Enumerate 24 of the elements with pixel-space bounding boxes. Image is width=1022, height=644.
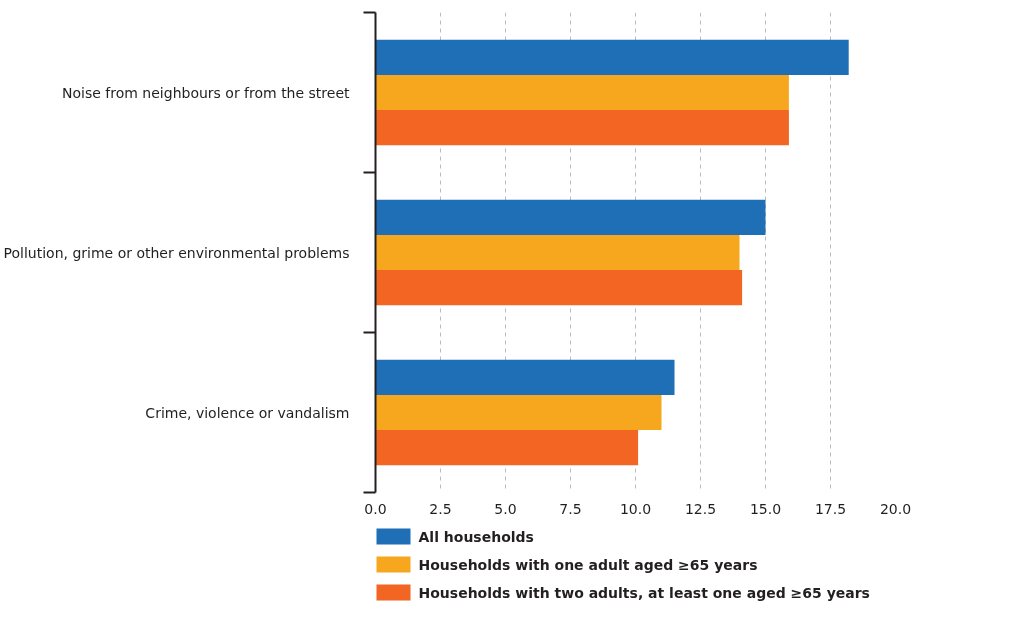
x-tick-label: 5.0 (494, 500, 517, 517)
x-tick-label: 2.5 (429, 500, 452, 517)
bar (375, 199, 766, 235)
bar (375, 270, 743, 306)
y-tick-label: Crime, violence or vandalism (145, 404, 350, 421)
legend-label: All households (418, 528, 534, 545)
bar (375, 234, 740, 271)
legend-label: Households with two adults, at least one aged ≥65 years (418, 584, 870, 601)
x-tick-label: 17.5 (814, 500, 847, 517)
x-tick-label: 15.0 (749, 500, 782, 517)
y-tick-label: Pollution, grime or other environmental problems (3, 244, 350, 261)
legend-label: Households with one adult aged ≥65 years (418, 556, 758, 573)
y-tick-label: Noise from neighbours or from the street (62, 84, 351, 101)
bar (375, 359, 675, 395)
x-tick-label: 20.0 (879, 500, 912, 517)
x-tick-label: 0.0 (364, 500, 387, 517)
x-tick-label: 7.5 (559, 500, 582, 517)
bar (375, 430, 639, 466)
bar (375, 39, 849, 75)
bar (375, 74, 789, 111)
x-tick-label: 10.0 (619, 500, 652, 517)
x-tick-label: 12.5 (684, 500, 717, 517)
bar (375, 394, 662, 431)
bar (375, 110, 789, 146)
